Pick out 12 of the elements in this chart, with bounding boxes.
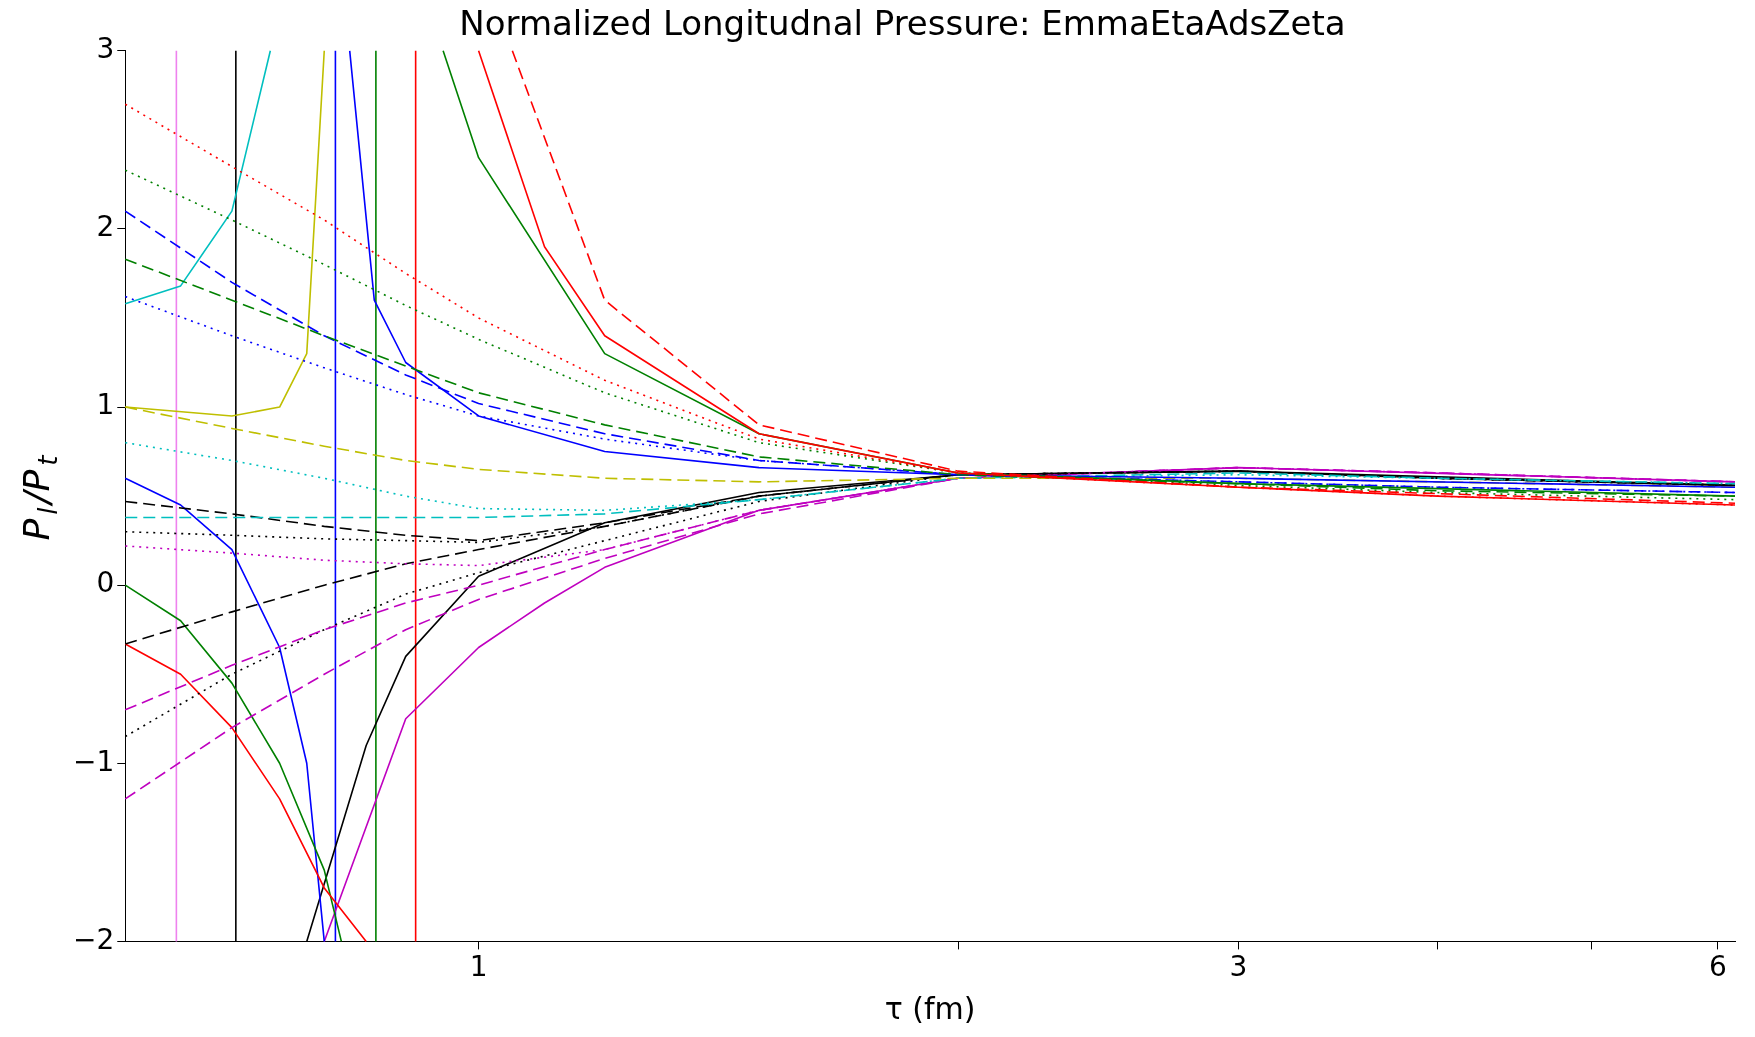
y-tick-label: −2 bbox=[72, 922, 115, 956]
x-tick-label: 6 bbox=[1709, 950, 1727, 984]
y-tick-label: 1 bbox=[96, 388, 115, 422]
x-axis-title: τ (fm) bbox=[884, 990, 976, 1026]
y-tick-label: 2 bbox=[96, 210, 115, 244]
chart-title: Normalized Longitudnal Pressure: EmmaEtaAdsZeta bbox=[459, 3, 1346, 44]
y-tick-label: 0 bbox=[96, 566, 115, 600]
y-tick-label: 3 bbox=[96, 32, 115, 66]
x-tick-label: 3 bbox=[1229, 950, 1248, 984]
x-tick-label: 1 bbox=[469, 950, 488, 984]
y-tick-label: −1 bbox=[72, 744, 115, 778]
y-axis-title: Pl/Pt bbox=[16, 454, 63, 541]
